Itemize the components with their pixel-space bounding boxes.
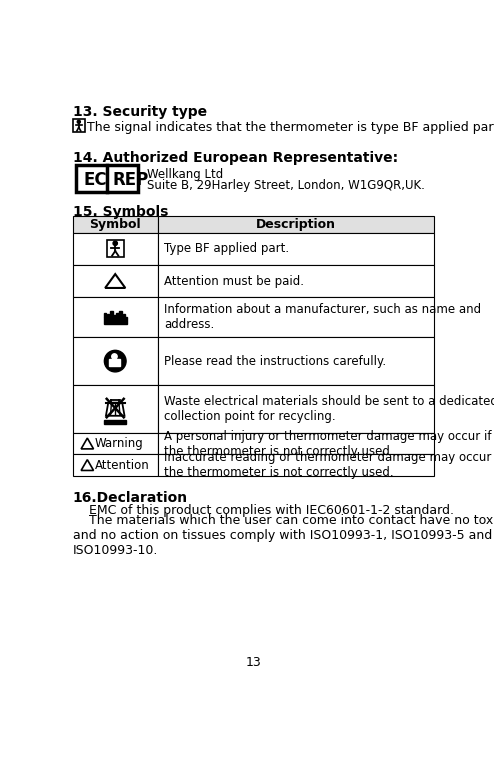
Bar — [158, 265, 434, 298]
Bar — [117, 313, 119, 316]
Text: REP: REP — [112, 171, 148, 189]
Bar — [104, 313, 106, 316]
Bar — [109, 359, 120, 366]
Text: 13. Security type: 13. Security type — [73, 104, 206, 119]
Text: Warning: Warning — [95, 437, 144, 450]
Text: Attention: Attention — [95, 459, 150, 472]
Text: 15. Symbols: 15. Symbols — [73, 205, 168, 219]
Text: The materials which the user can come into contact have no toxicity
and no actio: The materials which the user can come in… — [73, 514, 494, 557]
Bar — [73, 385, 158, 433]
Polygon shape — [81, 438, 93, 449]
Text: Symbol: Symbol — [89, 217, 141, 231]
Bar — [73, 232, 158, 265]
Text: !: ! — [85, 440, 89, 450]
Bar — [107, 313, 109, 316]
Bar — [158, 433, 434, 454]
Text: Wellkang Ltd: Wellkang Ltd — [147, 168, 223, 181]
Bar — [158, 454, 434, 476]
Text: A personal injury or thermometer damage may occur if
the thermometer is not corr: A personal injury or thermometer damage … — [164, 429, 492, 457]
Bar — [158, 385, 434, 433]
Text: 13: 13 — [246, 656, 261, 668]
Circle shape — [104, 350, 126, 372]
Text: !: ! — [85, 462, 89, 472]
Circle shape — [113, 241, 118, 245]
Bar — [73, 454, 158, 476]
Text: Attention must be paid.: Attention must be paid. — [164, 275, 304, 288]
Text: Suite B, 29Harley Street, London, W1G9QR,UK.: Suite B, 29Harley Street, London, W1G9QR… — [147, 179, 425, 192]
Polygon shape — [105, 274, 125, 288]
Polygon shape — [106, 403, 124, 416]
Circle shape — [112, 354, 117, 359]
Bar — [107, 240, 124, 257]
Bar — [73, 216, 158, 232]
Bar — [158, 216, 434, 232]
Text: EC: EC — [83, 171, 107, 189]
Text: 14. Authorized European Representative:: 14. Authorized European Representative: — [73, 151, 398, 165]
Polygon shape — [81, 459, 93, 470]
Bar — [158, 232, 434, 265]
Bar — [76, 165, 138, 192]
Bar — [73, 337, 158, 385]
Text: The signal indicates that the thermometer is type BF applied part.: The signal indicates that the thermomete… — [87, 121, 494, 134]
Text: Type BF applied part.: Type BF applied part. — [164, 242, 289, 255]
Text: !: ! — [112, 275, 119, 290]
Bar — [120, 311, 122, 316]
Text: Waste electrical materials should be sent to a dedicated
collection point for re: Waste electrical materials should be sen… — [164, 395, 494, 423]
Circle shape — [77, 120, 81, 123]
Bar — [104, 420, 126, 424]
Text: Description: Description — [256, 217, 336, 231]
Bar — [73, 120, 85, 132]
Bar — [73, 265, 158, 298]
Bar — [113, 314, 116, 316]
Bar — [158, 298, 434, 337]
Bar — [123, 314, 125, 316]
Text: Information about a manufacturer, such as name and
address.: Information about a manufacturer, such a… — [164, 304, 481, 332]
Bar — [73, 298, 158, 337]
Bar — [110, 311, 113, 316]
Text: Please read the instructions carefully.: Please read the instructions carefully. — [164, 354, 386, 368]
Bar — [73, 433, 158, 454]
Bar — [104, 316, 127, 324]
Text: Inaccurate reading or thermometer damage may occur if
the thermometer is not cor: Inaccurate reading or thermometer damage… — [164, 451, 494, 479]
Text: EMC of this product complies with IEC60601-1-2 standard.: EMC of this product complies with IEC606… — [73, 503, 453, 516]
Bar — [158, 337, 434, 385]
Text: 16.Declaration: 16.Declaration — [73, 491, 188, 505]
